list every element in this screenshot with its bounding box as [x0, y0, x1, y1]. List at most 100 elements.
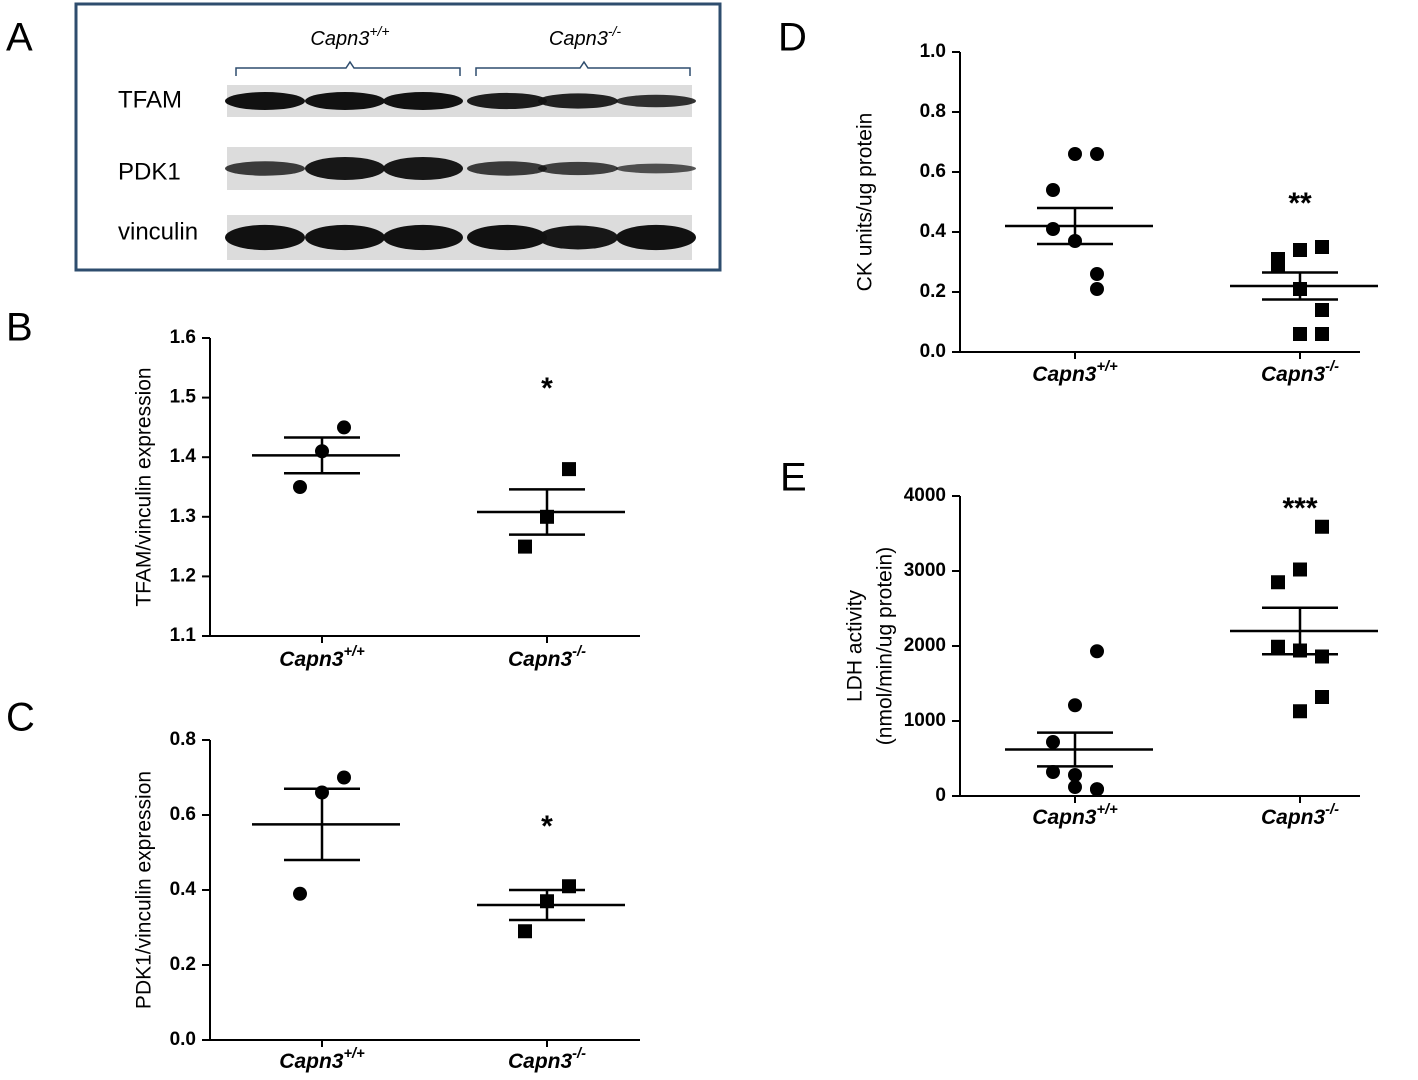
data-point	[293, 480, 307, 494]
data-point	[1293, 562, 1307, 577]
row-label: PDK1	[118, 158, 181, 185]
y-tick-label: 3000	[904, 560, 946, 581]
error-bar	[1262, 271, 1338, 301]
y-tick-label: 0.8	[170, 729, 196, 750]
label-superscript: +/+	[1096, 359, 1118, 375]
y-tick-label: 0.4	[170, 879, 197, 900]
band	[225, 92, 305, 110]
data-point	[1315, 327, 1329, 341]
band	[616, 163, 696, 174]
panel-label: B	[6, 306, 33, 350]
label-superscript: +/+	[369, 23, 389, 39]
band	[467, 161, 547, 176]
label-superscript: +/+	[1096, 802, 1118, 818]
data-point	[1046, 222, 1060, 236]
category-label: Capn3-/-	[549, 23, 621, 51]
panel-label: D	[778, 16, 807, 60]
y-tick-label: 2000	[904, 635, 946, 656]
data-point	[1068, 698, 1082, 713]
label-text: Capn3	[1261, 806, 1326, 829]
data-point	[337, 420, 351, 435]
data-point	[1315, 519, 1329, 534]
error-bar	[1037, 731, 1113, 768]
band	[305, 92, 385, 110]
data-point	[1315, 303, 1329, 317]
row-label: vinculin	[118, 218, 198, 245]
label-text: Capn3	[310, 28, 369, 50]
group-brace	[235, 60, 461, 76]
error-bar	[1037, 206, 1113, 246]
panel-label: A	[6, 16, 33, 60]
significance: ***	[1282, 492, 1317, 525]
y-tick-label: 1.3	[170, 506, 196, 527]
data-point	[518, 539, 532, 554]
y-axis-label: PDK1/vinculin expression	[133, 771, 156, 1009]
category-label: Capn3+/+	[310, 23, 389, 51]
category-label: Capn3-/-	[1261, 802, 1339, 829]
label-text: Capn3	[549, 28, 608, 50]
band	[467, 224, 547, 251]
label-text: Capn3	[508, 1050, 573, 1073]
data-point	[1046, 735, 1060, 749]
label-superscript: -/-	[572, 644, 586, 660]
data-point	[562, 462, 576, 477]
y-tick-label: 1.2	[170, 565, 196, 586]
category-label: Capn3+/+	[279, 1046, 365, 1073]
error-bar	[1262, 606, 1338, 656]
data-point	[1090, 147, 1104, 161]
category-label: Capn3+/+	[279, 644, 365, 671]
data-point	[1090, 282, 1104, 296]
data-point	[1271, 639, 1285, 654]
data-point	[1271, 575, 1285, 590]
category-label: Capn3-/-	[1261, 359, 1339, 386]
label-superscript: -/-	[608, 23, 622, 39]
data-point	[293, 886, 307, 901]
label-superscript: -/-	[572, 1046, 586, 1062]
category-label: Capn3-/-	[508, 644, 586, 671]
error-bar	[509, 888, 585, 922]
significance: *	[541, 372, 553, 405]
band	[538, 225, 618, 250]
label-superscript: +/+	[343, 1046, 365, 1062]
band	[538, 93, 618, 109]
panel-label: E	[780, 456, 807, 500]
error-bar	[284, 787, 360, 862]
y-tick-label: 1.1	[170, 625, 197, 646]
blot-frame	[74, 2, 722, 272]
y-tick-label: 0.6	[170, 804, 196, 825]
band	[225, 161, 305, 176]
y-tick-label: 0.2	[170, 954, 196, 975]
data-point	[1068, 768, 1082, 782]
y-tick-label: 1.4	[170, 446, 197, 467]
label-text: Capn3	[1032, 806, 1097, 829]
y-tick-label: 0	[935, 785, 946, 806]
y-axis-label: TFAM/vinculin expression	[133, 367, 156, 606]
y-tick-label: 1.5	[170, 387, 197, 408]
band	[383, 224, 463, 251]
y-tick-label: 1.6	[170, 327, 196, 348]
data-point	[1090, 782, 1104, 797]
band	[538, 161, 618, 176]
band	[225, 224, 305, 251]
label-superscript: +/+	[343, 644, 365, 660]
row-label: TFAM	[118, 86, 182, 113]
data-point	[1271, 258, 1285, 272]
label-superscript: -/-	[1325, 359, 1339, 375]
data-point	[1068, 780, 1082, 794]
data-point	[1315, 690, 1329, 704]
data-point	[1046, 183, 1060, 197]
band	[616, 224, 696, 251]
data-point	[1293, 243, 1307, 257]
y-axis-label: LDH activity	[844, 589, 867, 702]
data-point	[1046, 765, 1060, 779]
y-tick-label: 1000	[904, 710, 946, 731]
group-brace	[475, 60, 691, 76]
y-tick-label: 0.8	[920, 101, 946, 122]
data-point	[1315, 649, 1329, 664]
band	[467, 92, 547, 110]
data-point	[1068, 147, 1082, 161]
label-text: Capn3	[279, 648, 344, 671]
data-point	[337, 770, 351, 785]
data-point	[1090, 267, 1104, 281]
significance: **	[1288, 187, 1312, 220]
